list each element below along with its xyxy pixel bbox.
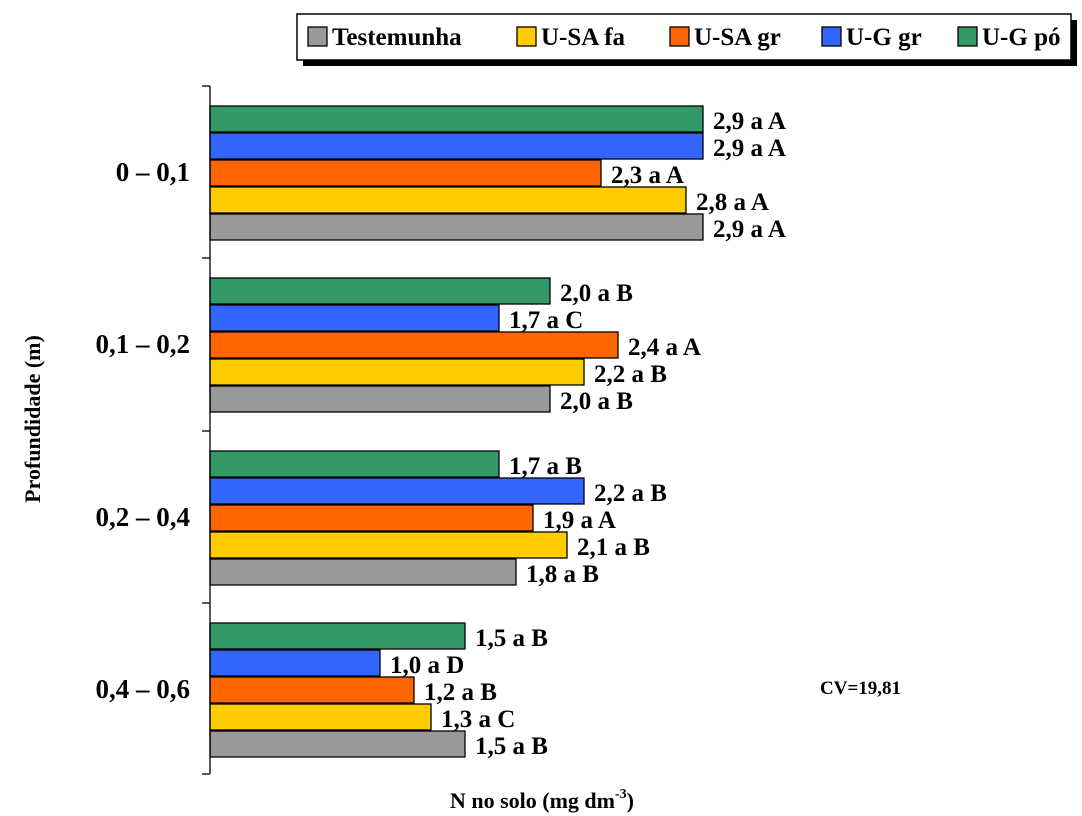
bar-u-sa-gr-3	[209, 676, 415, 704]
data-label: 2,9 a A	[713, 135, 786, 162]
y-axis	[202, 85, 211, 775]
bar-testemunha-2	[209, 558, 517, 586]
bars	[209, 105, 704, 758]
data-label: 2,1 a B	[577, 534, 650, 561]
data-label: 2,8 a A	[696, 189, 769, 216]
data-label: 2,9 a A	[713, 216, 786, 243]
data-labels: 2,9 a A2,8 a A2,3 a A2,9 a A2,9 a A2,0 a…	[390, 108, 786, 760]
data-label: 1,5 a B	[475, 625, 548, 652]
category-label: 0 – 0,1	[116, 157, 190, 187]
data-label: 2,2 a B	[594, 480, 667, 507]
bar-testemunha-1	[209, 385, 551, 413]
legend-swatch	[669, 26, 690, 47]
legend-label: U-SA fa	[541, 24, 626, 51]
category-label: 0,1 – 0,2	[96, 329, 191, 359]
category-labels: 0 – 0,1 0,1 – 0,2 0,2 – 0,4 0,4 – 0,6	[96, 157, 191, 704]
bar-u-sa-gr-1	[209, 331, 619, 359]
legend-label: U-SA gr	[694, 24, 781, 51]
legend-label: U-G pó	[982, 24, 1060, 51]
category-label: 0,2 – 0,4	[96, 502, 191, 532]
bar-testemunha-3	[209, 730, 466, 758]
bar-u-g-gr-0	[209, 132, 704, 160]
data-label: 1,8 a B	[526, 561, 599, 588]
x-axis-title-superscript: -3	[615, 787, 627, 802]
bar-u-sa-fa-2	[209, 531, 568, 559]
x-axis-title: N no solo (mg dm-3)	[450, 787, 634, 813]
legend-swatch	[821, 26, 842, 47]
bar-u-g-gr-2	[209, 477, 585, 505]
bar-u-g-pó-2	[209, 450, 500, 478]
data-label: 2,4 a A	[628, 334, 701, 361]
data-label: 1,7 a B	[509, 453, 582, 480]
legend-swatch	[307, 26, 328, 47]
data-label: 1,0 a D	[390, 652, 464, 679]
bar-u-g-pó-0	[209, 105, 704, 133]
y-axis-title: Profundidade (m)	[20, 335, 45, 503]
bar-u-sa-fa-0	[209, 186, 687, 214]
legend-label: Testemunha	[332, 24, 462, 51]
cv-annotation: CV=19,81	[820, 678, 901, 699]
data-label: 1,3 a C	[441, 706, 515, 733]
category-label: 0,4 – 0,6	[96, 674, 191, 704]
bar-u-g-gr-1	[209, 304, 500, 332]
data-label: 1,9 a A	[543, 507, 616, 534]
data-label: 2,0 a B	[560, 388, 633, 415]
data-label: 2,2 a B	[594, 361, 667, 388]
data-label: 1,7 a C	[509, 307, 583, 334]
x-axis-title-end: )	[627, 788, 634, 813]
bar-u-sa-gr-0	[209, 159, 602, 187]
legend: Testemunha U-SA fa U-SA gr U-G gr U-G pó	[296, 13, 1077, 66]
data-label: 1,2 a B	[424, 679, 497, 706]
x-axis-title-main: N no solo (mg dm	[450, 788, 615, 813]
data-label: 1,5 a B	[475, 733, 548, 760]
bar-u-g-gr-3	[209, 649, 381, 677]
bar-u-g-pó-3	[209, 622, 466, 650]
bar-u-sa-gr-2	[209, 504, 534, 532]
bar-u-sa-fa-1	[209, 358, 585, 386]
legend-label: U-G gr	[846, 24, 922, 51]
legend-swatch	[516, 26, 537, 47]
data-label: 2,9 a A	[713, 108, 786, 135]
bar-testemunha-0	[209, 213, 704, 241]
legend-swatch	[957, 26, 978, 47]
bar-u-g-pó-1	[209, 277, 551, 305]
data-label: 2,3 a A	[611, 162, 684, 189]
bar-u-sa-fa-3	[209, 703, 432, 731]
legend-items: Testemunha U-SA fa U-SA gr U-G gr U-G pó	[307, 24, 1060, 51]
data-label: 2,0 a B	[560, 280, 633, 307]
